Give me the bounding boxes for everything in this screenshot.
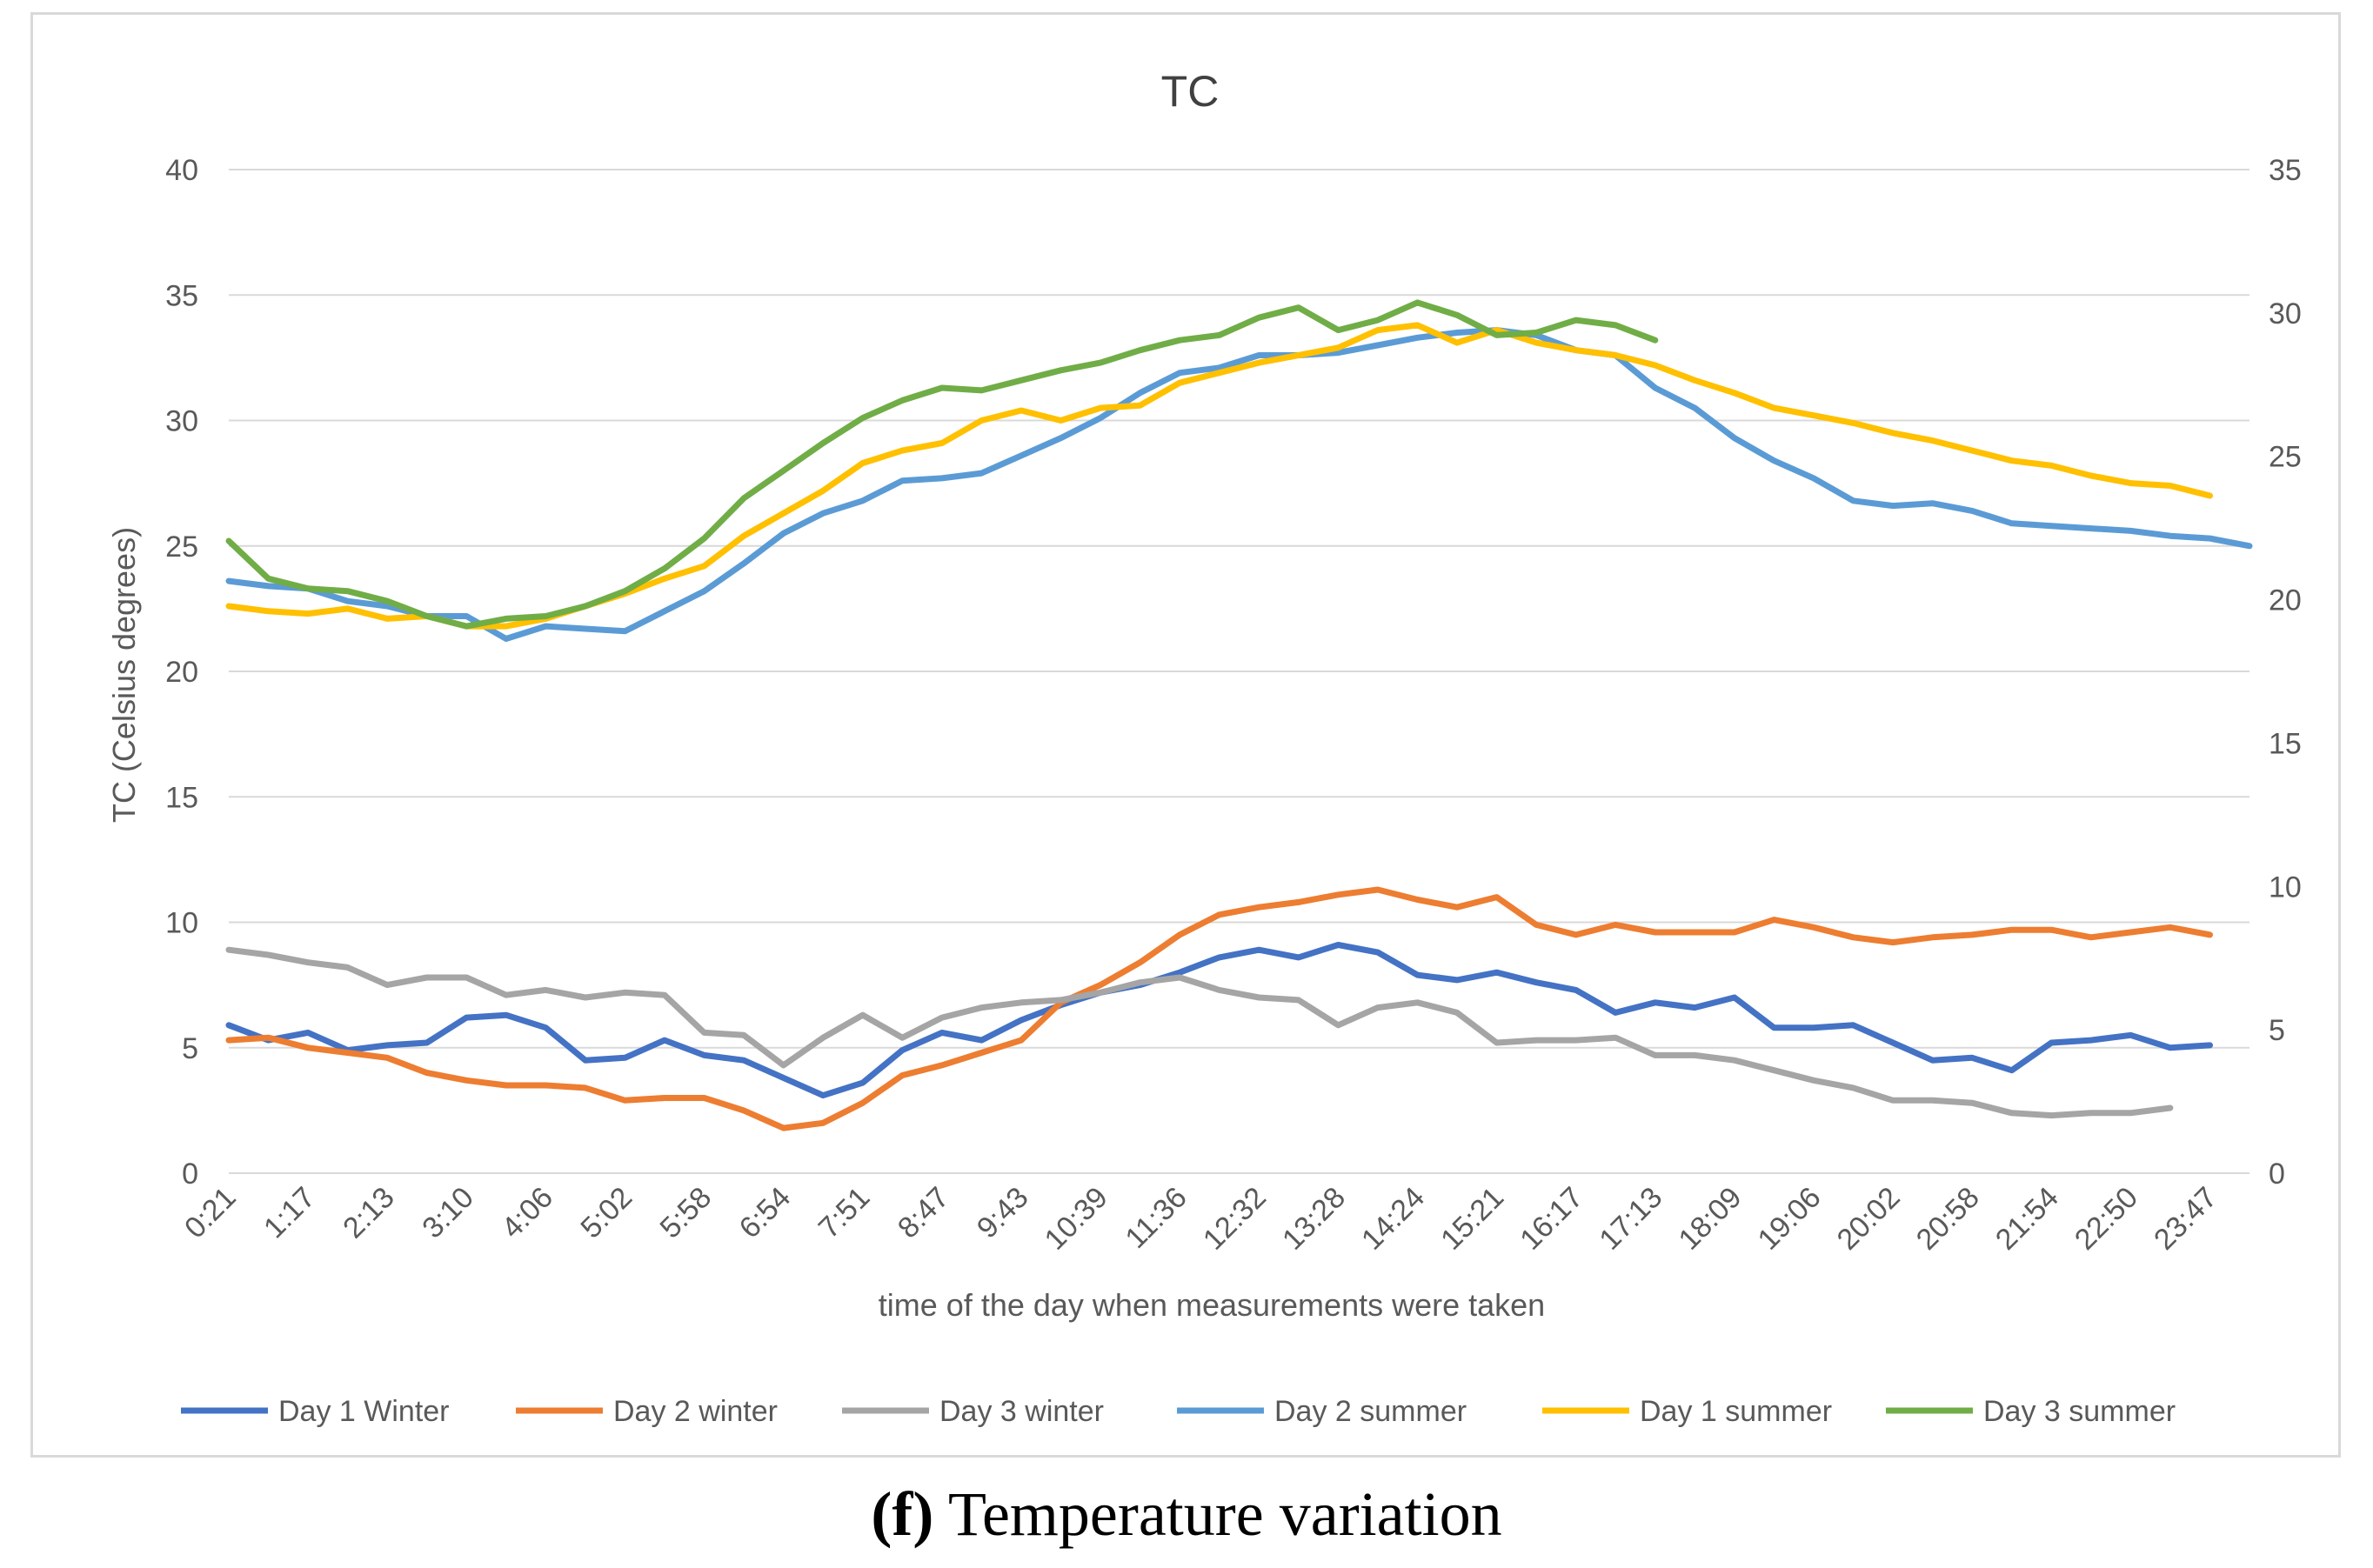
x-tick-label-10: 9:43 [971, 1181, 1035, 1245]
legend-label-1: Day 2 winter [613, 1395, 778, 1428]
figure-caption: (f) Temperature variation [0, 1478, 2373, 1551]
x-axis-title: time of the day when measurements were t… [879, 1287, 1545, 1323]
x-tick-label-25: 23:47 [2148, 1181, 2223, 1257]
x-tick-label-2: 2:13 [337, 1181, 401, 1245]
x-tick-label-4: 4:06 [495, 1181, 559, 1245]
y-tick-label-7: 35 [165, 279, 198, 312]
y-tick-label-4: 20 [165, 656, 198, 689]
series-lines [225, 299, 2253, 1131]
secondary-y-axis-ticks: 0 5 10 15 20 25 30 35 [2269, 154, 2302, 1191]
series-line-5 [225, 299, 1659, 630]
y-tick-label-0: 0 [182, 1158, 198, 1191]
x-tick-label-1: 1:17 [257, 1181, 322, 1245]
x-axis-ticks: 0:21 1:17 2:13 3:10 4:06 5:02 5:58 6:54 7:51 8:47… [178, 1181, 2223, 1257]
x-tick-label-9: 8:47 [892, 1181, 956, 1245]
y-tick-label-2: 10 [165, 907, 198, 940]
y2-tick-label-2: 10 [2269, 871, 2302, 904]
legend-label-4: Day 1 summer [1640, 1395, 1832, 1428]
series-line-0 [225, 942, 2213, 1099]
y-axis-title: TC (Celsius degrees) [106, 527, 142, 823]
series-line-4 [225, 322, 2213, 630]
x-tick-label-6: 5:58 [654, 1181, 719, 1245]
y2-tick-label-1: 5 [2269, 1014, 2285, 1047]
y2-tick-label-7: 35 [2269, 154, 2302, 187]
x-tick-label-17: 16:17 [1514, 1181, 1589, 1257]
line-chart: TC TC (Celsius degrees) time of the day … [106, 67, 2302, 1428]
x-tick-label-8: 7:51 [812, 1181, 877, 1245]
chart-title: TC [1161, 67, 1220, 116]
y2-tick-label-0: 0 [2269, 1158, 2285, 1191]
x-tick-label-5: 5:02 [574, 1181, 638, 1245]
y2-tick-label-4: 20 [2269, 584, 2302, 617]
x-tick-label-23: 21:54 [1989, 1181, 2065, 1257]
x-tick-label-24: 22:50 [2069, 1181, 2144, 1257]
y2-tick-label-3: 15 [2269, 727, 2302, 760]
x-tick-label-18: 17:13 [1593, 1181, 1668, 1257]
y2-tick-label-6: 30 [2269, 297, 2302, 330]
caption-letter: (f) [871, 1479, 934, 1549]
y-tick-label-3: 15 [165, 781, 198, 814]
x-tick-label-7: 6:54 [733, 1181, 798, 1245]
x-tick-label-21: 20:02 [1831, 1181, 1907, 1257]
x-tick-label-20: 19:06 [1752, 1181, 1828, 1257]
x-tick-label-22: 20:58 [1910, 1181, 1986, 1257]
series-line-3 [225, 327, 2253, 642]
x-tick-label-3: 3:10 [416, 1181, 480, 1245]
series-line-1 [225, 886, 2213, 1131]
x-tick-label-15: 14:24 [1355, 1181, 1431, 1257]
x-tick-label-11: 10:39 [1039, 1181, 1114, 1257]
y-tick-label-6: 30 [165, 405, 198, 438]
legend-label-5: Day 3 summer [1983, 1395, 2176, 1428]
y-tick-label-8: 40 [165, 154, 198, 187]
caption-text: Temperature variation [933, 1479, 1502, 1549]
y-axis-ticks: 0 5 10 15 20 25 30 35 40 [165, 154, 198, 1191]
chart-frame: TC TC (Celsius degrees) time of the day … [30, 12, 2341, 1458]
legend-label-3: Day 2 summer [1274, 1395, 1467, 1428]
y-tick-label-5: 25 [165, 530, 198, 564]
x-tick-label-16: 15:21 [1434, 1181, 1510, 1257]
legend-label-2: Day 3 winter [939, 1395, 1104, 1428]
legend-label-0: Day 1 Winter [278, 1395, 450, 1428]
legend: Day 1 Winter Day 2 winter Day 3 winter Day … [181, 1395, 2176, 1428]
x-tick-label-13: 12:32 [1197, 1181, 1273, 1257]
series-line-2 [225, 946, 2174, 1119]
y2-tick-label-5: 25 [2269, 441, 2302, 474]
y-tick-label-1: 5 [182, 1032, 198, 1065]
x-tick-label-14: 13:28 [1276, 1181, 1352, 1257]
x-tick-label-19: 18:09 [1672, 1181, 1748, 1257]
x-tick-label-12: 11:36 [1120, 1181, 1193, 1255]
